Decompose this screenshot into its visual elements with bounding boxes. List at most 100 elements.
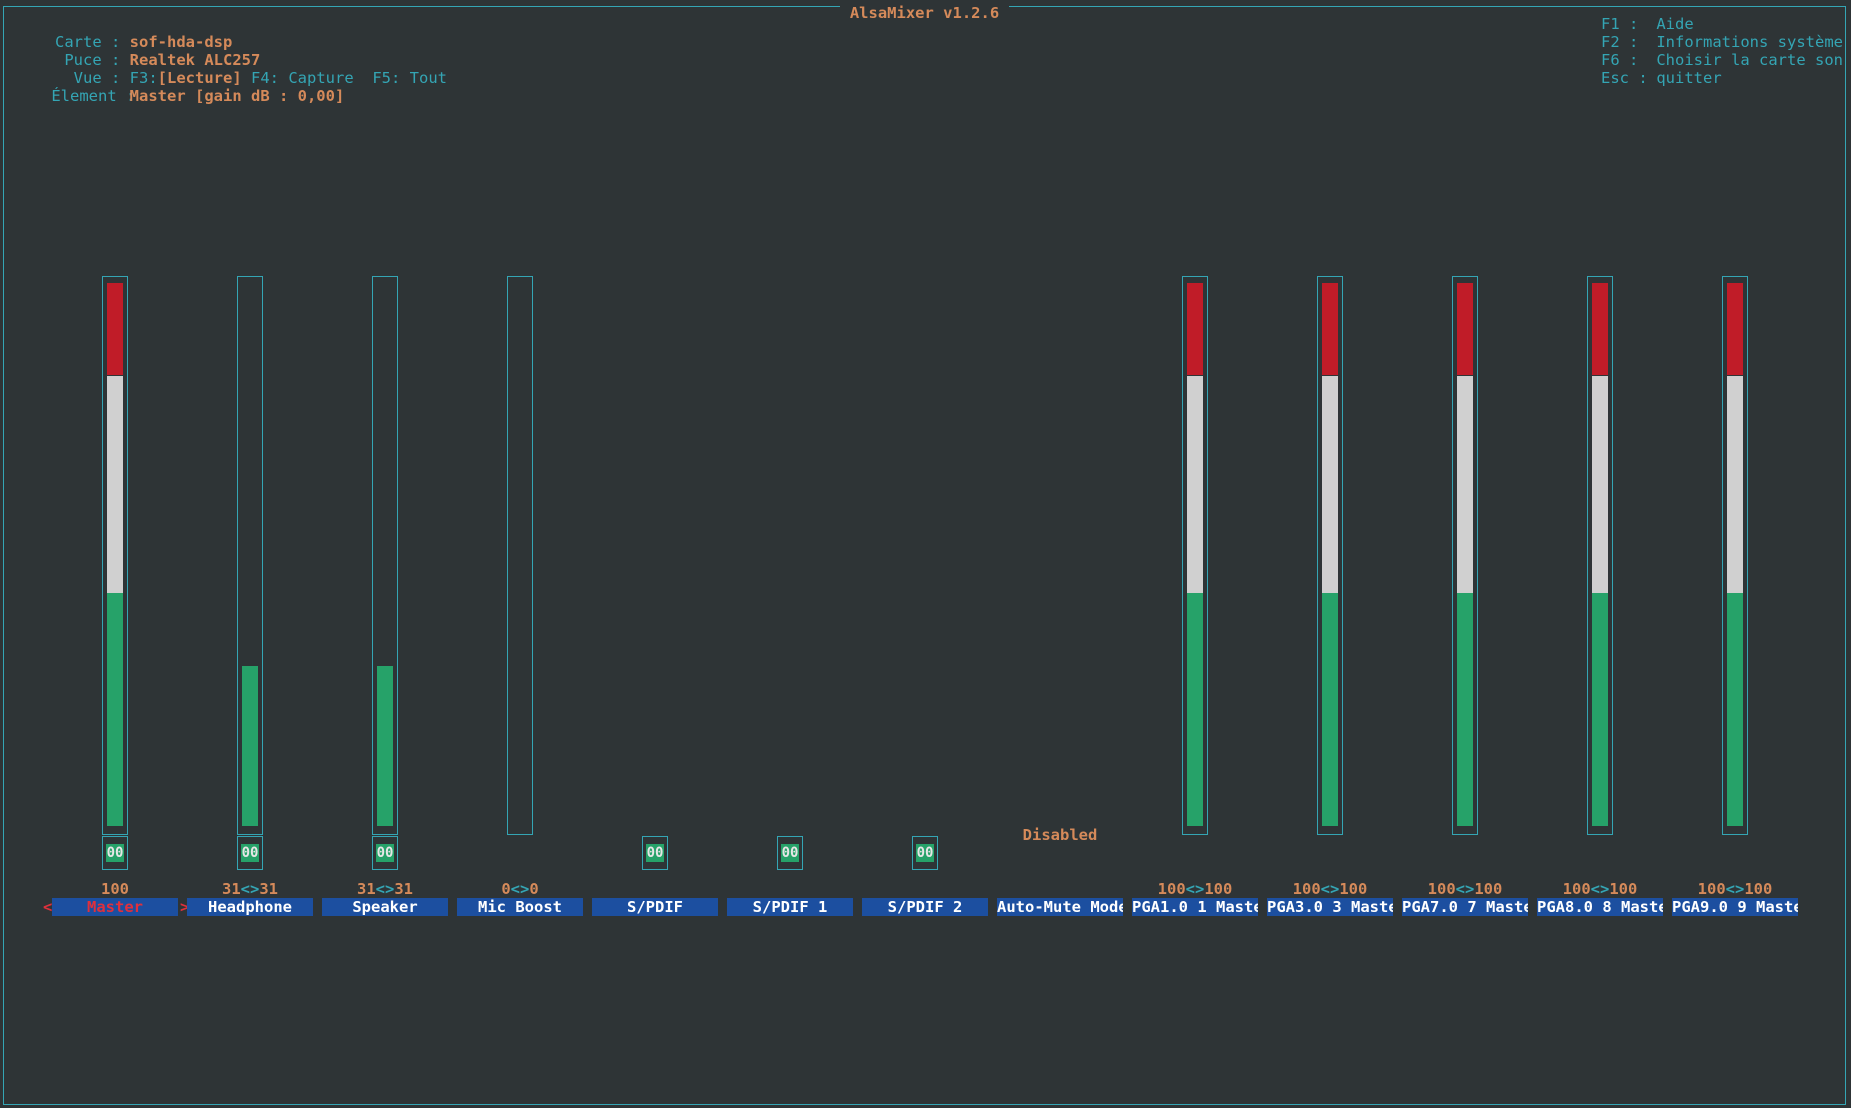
control-name[interactable]: S/PDIF 2 [862, 898, 988, 916]
value-left: 100 [1427, 880, 1456, 898]
value-separator: <> [1725, 880, 1745, 898]
volume-level-bar [1457, 283, 1473, 826]
volume-slider[interactable] [1182, 276, 1208, 835]
value-right: 0 [529, 880, 539, 898]
control-name[interactable]: S/PDIF [592, 898, 718, 916]
mute-switch[interactable]: 00 [237, 836, 263, 870]
mute-switch[interactable]: 00 [777, 836, 803, 870]
volume-level-bar [1727, 283, 1743, 826]
level-segment [1727, 376, 1743, 593]
volume-slider[interactable] [507, 276, 533, 835]
control-name[interactable]: Master [52, 898, 178, 916]
level-segment [1727, 593, 1743, 826]
volume-value: 100<>100 [1132, 880, 1258, 898]
key-f2-text: Informations système [1656, 33, 1843, 51]
control-name[interactable]: PGA7.0 7 Maste [1402, 898, 1528, 916]
volume-slider[interactable] [372, 276, 398, 835]
key-f2: F2 : [1601, 33, 1639, 51]
volume-value: 100<>100 [1267, 880, 1393, 898]
control-name[interactable]: Mic Boost [457, 898, 583, 916]
info-card: Carte : sof-hda-dsp [14, 15, 232, 69]
value-right: 31 [394, 880, 413, 898]
info-item: Élement : Master [gain dB : 0,00] [14, 69, 344, 123]
enum-value[interactable]: Disabled [1022, 826, 1098, 844]
value-left: 100 [1697, 880, 1726, 898]
value-separator: <> [1185, 880, 1205, 898]
info-view: Vue : F3:[Lecture] F4: Capture F5: Tout [14, 51, 447, 105]
volume-slider[interactable] [237, 276, 263, 835]
value-left: 100 [1562, 880, 1591, 898]
volume-level-bar [107, 283, 123, 826]
value-right: 100 [1204, 880, 1233, 898]
key-esc: Esc : [1601, 69, 1648, 87]
control-name[interactable]: S/PDIF 1 [727, 898, 853, 916]
volume-slider[interactable] [1587, 276, 1613, 835]
mixer-frame: AlsaMixer v1.2.6 [3, 4, 1846, 1105]
level-segment [107, 283, 123, 375]
level-segment [1322, 593, 1338, 826]
mute-switch[interactable]: 00 [372, 836, 398, 870]
key-f6-text: Choisir la carte son [1656, 51, 1843, 69]
level-segment [1457, 283, 1473, 375]
value-separator: <> [1320, 880, 1340, 898]
info-chip: Puce : Realtek ALC257 [14, 33, 260, 87]
control-name[interactable]: Speaker [322, 898, 448, 916]
info-item-value: Master [gain dB : 0,00] [129, 87, 345, 105]
switch-state: 00 [645, 844, 665, 862]
level-segment [107, 376, 123, 593]
view-f5-all[interactable]: F5: Tout [372, 69, 447, 87]
key-f2-sysinfo[interactable]: F2 : Informations système [1601, 33, 1843, 51]
level-segment [1187, 283, 1203, 375]
key-esc-quit[interactable]: Esc : quitter [1601, 69, 1722, 87]
switch-state: 00 [105, 844, 125, 862]
mute-switch[interactable]: 00 [642, 836, 668, 870]
app-title-text: AlsaMixer v1.2.6 [839, 4, 1010, 22]
value-left: 100 [1292, 880, 1321, 898]
value-separator: <> [1455, 880, 1475, 898]
control-name[interactable]: PGA1.0 1 Maste [1132, 898, 1258, 916]
key-f6-card[interactable]: F6 : Choisir la carte son [1601, 51, 1843, 69]
control-name[interactable]: PGA3.0 3 Maste [1267, 898, 1393, 916]
info-chip-value: Realtek ALC257 [129, 51, 261, 69]
control-name[interactable]: Auto-Mute Mode [997, 898, 1123, 916]
info-chip-label: Puce : [64, 51, 121, 69]
view-f4-capture[interactable]: F4: Capture [251, 69, 354, 87]
volume-level-bar [1187, 283, 1203, 826]
value-right: 100 [1474, 880, 1503, 898]
level-segment [1592, 593, 1608, 826]
app-title: AlsaMixer v1.2.6 [4, 4, 1845, 22]
volume-slider[interactable] [1317, 276, 1343, 835]
volume-value: 0<>0 [457, 880, 583, 898]
value-separator: <> [510, 880, 530, 898]
selection-marker-right: > [180, 898, 190, 916]
control-name[interactable]: Headphone [187, 898, 313, 916]
volume-level-bar [1322, 283, 1338, 826]
value-separator: <> [240, 880, 260, 898]
mute-switch[interactable]: 00 [912, 836, 938, 870]
info-card-value: sof-hda-dsp [129, 33, 233, 51]
value-right: 31 [259, 880, 278, 898]
switch-state: 00 [240, 844, 260, 862]
mute-switch[interactable]: 00 [102, 836, 128, 870]
level-segment [1727, 283, 1743, 375]
control-name[interactable]: PGA8.0 8 Maste [1537, 898, 1663, 916]
switch-state: 00 [780, 844, 800, 862]
volume-slider[interactable] [1452, 276, 1478, 835]
switch-state: 00 [915, 844, 935, 862]
level-segment [1322, 283, 1338, 375]
volume-value: 100<>100 [1672, 880, 1798, 898]
level-segment [1592, 376, 1608, 593]
level-segment [242, 666, 258, 826]
level-segment [1187, 376, 1203, 593]
key-f1-text: Aide [1656, 15, 1694, 33]
volume-level-bar [242, 666, 258, 826]
volume-slider[interactable] [1722, 276, 1748, 835]
view-f3-playback[interactable]: F3:[Lecture] [129, 69, 242, 87]
volume-slider[interactable] [102, 276, 128, 835]
volume-value: 100<>100 [1537, 880, 1663, 898]
key-f1-help[interactable]: F1 : Aide [1601, 15, 1694, 33]
volume-value: 31<>31 [322, 880, 448, 898]
control-name[interactable]: PGA9.0 9 Maste [1672, 898, 1798, 916]
value-right: 100 [1339, 880, 1368, 898]
value-separator: <> [1590, 880, 1610, 898]
